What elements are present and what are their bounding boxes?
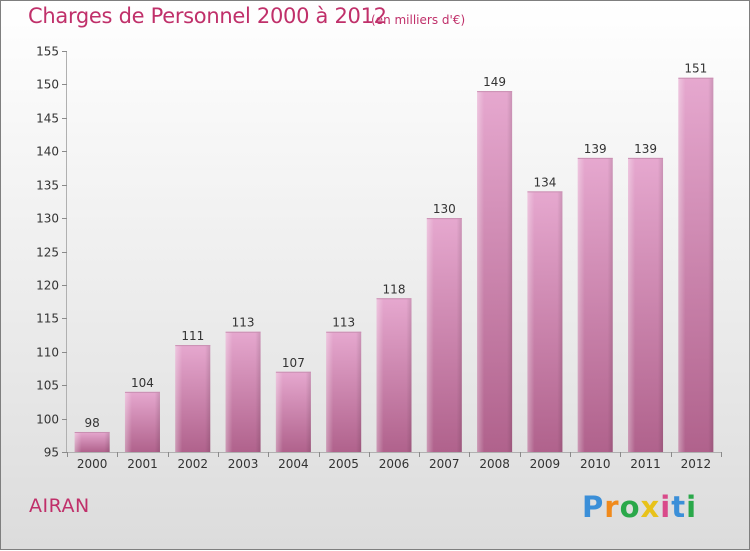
bar-shading	[678, 77, 714, 452]
y-tick-label: 115	[36, 312, 59, 326]
bar-value-label: 118	[383, 282, 406, 296]
y-tick-label: 100	[36, 413, 59, 427]
bar-shading	[577, 157, 613, 452]
chart-title: Charges de Personnel 2000 à 2012	[28, 4, 387, 28]
bar-value-label: 111	[181, 329, 204, 343]
y-tick-label: 145	[36, 112, 59, 126]
y-tick-label: 105	[36, 379, 59, 393]
bar-shading	[426, 218, 462, 452]
bar-value-label: 134	[533, 175, 556, 189]
bar-shading	[175, 345, 211, 452]
x-tick-label: 2003	[228, 457, 259, 471]
y-tick-label: 135	[36, 179, 59, 193]
x-tick-label: 2006	[379, 457, 410, 471]
x-tick-label: 2007	[429, 457, 460, 471]
bar-value-label: 113	[332, 316, 355, 330]
bar-shading	[527, 191, 563, 452]
bar-shading	[477, 91, 513, 452]
bar-shading	[628, 157, 664, 452]
bar-value-label: 139	[634, 142, 657, 156]
y-tick-label: 140	[36, 145, 59, 159]
proxiti-logo: Proxiti	[582, 490, 698, 524]
x-tick-label: 2010	[580, 457, 611, 471]
bar-value-label: 151	[684, 62, 707, 76]
x-tick-label: 2012	[681, 457, 712, 471]
bar-shading	[124, 391, 160, 452]
y-tick-label: 95	[44, 446, 59, 460]
bar-shading	[74, 431, 110, 452]
bar-value-label: 139	[584, 142, 607, 156]
bar-shading	[376, 298, 412, 452]
bar-shading	[326, 331, 362, 452]
bar-value-label: 98	[85, 416, 100, 430]
y-tick-label: 130	[36, 212, 59, 226]
x-tick-label: 2002	[177, 457, 208, 471]
x-tick-label: 2000	[77, 457, 108, 471]
y-tick-label: 110	[36, 346, 59, 360]
bar-shading	[275, 371, 311, 452]
y-tick-label: 120	[36, 279, 59, 293]
bar-value-label: 104	[131, 376, 154, 390]
bar-value-label: 107	[282, 356, 305, 370]
y-tick-label: 150	[36, 78, 59, 92]
y-tick-label: 125	[36, 246, 59, 260]
x-tick-label: 2011	[630, 457, 661, 471]
commune-name: AIRAN	[29, 495, 90, 517]
bar-value-label: 130	[433, 202, 456, 216]
x-tick-label: 2008	[479, 457, 510, 471]
bar-value-label: 113	[232, 316, 255, 330]
bar-shading	[225, 331, 261, 452]
x-tick-label: 2005	[328, 457, 359, 471]
y-tick-label: 155	[36, 45, 59, 59]
x-tick-label: 2004	[278, 457, 309, 471]
chart-subtitle: (en milliers d'€)	[371, 13, 466, 27]
bar-value-label: 149	[483, 75, 506, 89]
x-tick-label: 2009	[530, 457, 561, 471]
x-tick-label: 2001	[127, 457, 158, 471]
